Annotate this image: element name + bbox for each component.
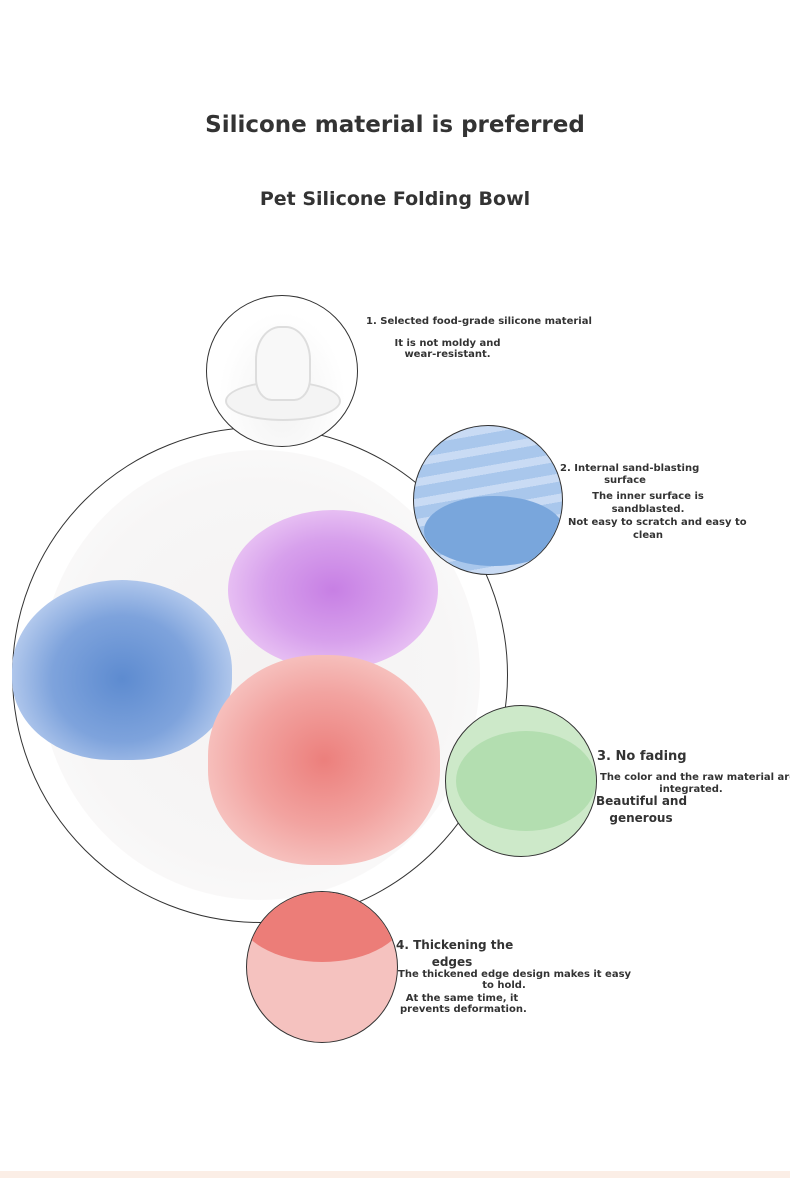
blue-bowl-image (12, 580, 232, 760)
purple-bowl-image (228, 510, 438, 670)
feature-4-desc: The thickened edge design makes it easy t… (398, 969, 632, 991)
feature-1-desc: It is not moldy and wear-resistant. (380, 338, 515, 360)
no-fading-closeup (445, 705, 597, 857)
desc-line: It is not moldy and (394, 338, 501, 349)
desc-line: The inner surface is (592, 491, 704, 502)
desc-line: clean (632, 530, 663, 541)
page-title: Silicone material is preferred (205, 112, 585, 138)
page-subtitle: Pet Silicone Folding Bowl (259, 188, 531, 210)
thick-edge-closeup (246, 891, 398, 1043)
pink-bowl-image (208, 655, 440, 865)
title-line: 4. Thickening the (396, 938, 514, 952)
feature-2-title: 2. Internal sand-blasting surface (560, 463, 700, 487)
silicone-nipple-closeup (206, 295, 358, 447)
title-line: surface (604, 475, 646, 486)
desc-line: Beautiful and (596, 794, 688, 808)
desc-line: integrated. (659, 784, 723, 795)
desc-line: to hold. (482, 980, 526, 991)
desc-line: prevents deformation. (400, 1004, 527, 1015)
feature-3-title: 3. No fading (597, 749, 687, 764)
title-line: 2. Internal sand-blasting (560, 463, 700, 474)
desc-line: Not easy to scratch and easy to (568, 517, 747, 528)
feature-1-title: 1. Selected food-grade silicone material (366, 316, 592, 327)
desc-line: The color and the raw material are (600, 772, 790, 783)
feature-4-title: 4. Thickening the edges (396, 937, 514, 971)
desc-line: sandblasted. (611, 504, 685, 515)
bottom-strip (0, 1171, 790, 1178)
desc-line: At the same time, it (405, 993, 519, 1004)
feature-4-extra: At the same time, it prevents deformation… (400, 993, 527, 1015)
desc-line: generous (609, 811, 673, 825)
feature-3-desc: The color and the raw material are integr… (600, 772, 790, 796)
desc-line: The thickened edge design makes it easy (398, 969, 632, 980)
sandblasted-surface-closeup (413, 425, 563, 575)
feature-3-extra: Beautiful and generous (596, 793, 688, 827)
feature-2-desc: The inner surface is sandblasted. Not easy… (568, 490, 747, 542)
desc-line: wear-resistant. (404, 349, 491, 360)
title-line: edges (431, 955, 473, 969)
